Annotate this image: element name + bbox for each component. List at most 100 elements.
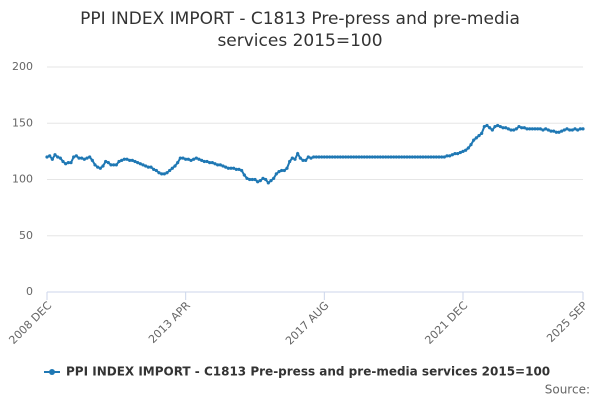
point	[234, 167, 238, 171]
point	[242, 173, 246, 177]
point	[426, 155, 430, 159]
point	[144, 164, 148, 168]
point	[122, 157, 126, 161]
point	[568, 128, 572, 132]
point	[496, 123, 500, 128]
point	[288, 159, 292, 164]
point	[456, 152, 460, 156]
point	[186, 157, 190, 161]
point	[437, 155, 441, 159]
point	[413, 155, 417, 159]
point	[546, 128, 550, 132]
point	[565, 127, 569, 131]
point	[202, 159, 206, 164]
point	[440, 155, 444, 159]
point	[290, 156, 294, 160]
point	[576, 128, 580, 132]
point	[293, 157, 297, 161]
point	[306, 155, 310, 159]
point	[469, 143, 473, 147]
point	[453, 152, 457, 156]
point	[101, 164, 105, 168]
point	[114, 163, 118, 167]
point	[154, 168, 158, 173]
point	[181, 156, 185, 160]
point	[429, 155, 433, 159]
point	[165, 171, 169, 175]
point	[314, 155, 318, 159]
point	[69, 161, 73, 165]
y-tick-label: 100	[12, 173, 33, 186]
point	[552, 129, 556, 133]
legend-label: PPI INDEX IMPORT - C1813 Pre-press and p…	[66, 365, 550, 379]
point	[269, 179, 273, 183]
point	[170, 166, 174, 170]
point	[109, 163, 113, 167]
point	[200, 158, 204, 162]
point	[341, 155, 345, 159]
point	[80, 156, 84, 160]
point	[418, 155, 422, 159]
point	[48, 154, 52, 158]
point	[400, 155, 404, 159]
point	[450, 153, 454, 157]
point	[578, 127, 582, 131]
point	[56, 155, 60, 159]
point	[210, 161, 214, 165]
point	[328, 155, 332, 159]
legend-marker	[49, 369, 55, 375]
point	[464, 148, 468, 152]
point	[562, 128, 566, 132]
point	[488, 126, 492, 130]
point	[432, 155, 436, 159]
point	[445, 154, 449, 158]
point	[205, 159, 209, 164]
point	[112, 163, 116, 167]
x-tick-label: 2021 DEC	[422, 299, 470, 347]
point	[461, 149, 465, 153]
point	[549, 129, 553, 133]
point	[528, 127, 532, 131]
point	[525, 127, 529, 131]
point	[218, 163, 222, 167]
point	[312, 155, 316, 159]
point	[192, 157, 196, 161]
x-tick-label: 2013 APR	[146, 299, 193, 346]
point	[277, 170, 281, 174]
point	[330, 155, 334, 159]
point	[421, 155, 425, 159]
point	[544, 127, 548, 131]
line	[46, 124, 583, 185]
point	[141, 163, 145, 167]
point	[96, 165, 100, 169]
point	[410, 155, 414, 159]
point	[72, 155, 76, 159]
point	[376, 155, 380, 159]
point	[136, 161, 140, 165]
point	[338, 155, 342, 159]
y-tick-label: 200	[12, 60, 33, 73]
point	[394, 155, 398, 159]
point	[416, 155, 420, 159]
point	[536, 127, 540, 131]
point	[232, 166, 236, 170]
point	[405, 155, 409, 159]
point	[317, 155, 321, 159]
point	[117, 159, 121, 164]
point	[298, 156, 302, 160]
source: Source:	[545, 383, 590, 397]
point	[280, 168, 284, 173]
point	[178, 156, 182, 160]
point	[322, 155, 326, 159]
point	[458, 150, 462, 155]
point	[389, 155, 393, 159]
point	[130, 158, 134, 162]
point	[157, 171, 161, 175]
point	[125, 157, 129, 161]
y-tick-label: 50	[19, 229, 33, 242]
point	[74, 154, 78, 158]
x-tick-label: 2025 SEP	[544, 299, 590, 345]
point	[424, 155, 428, 159]
point	[184, 157, 188, 161]
point	[176, 161, 180, 165]
